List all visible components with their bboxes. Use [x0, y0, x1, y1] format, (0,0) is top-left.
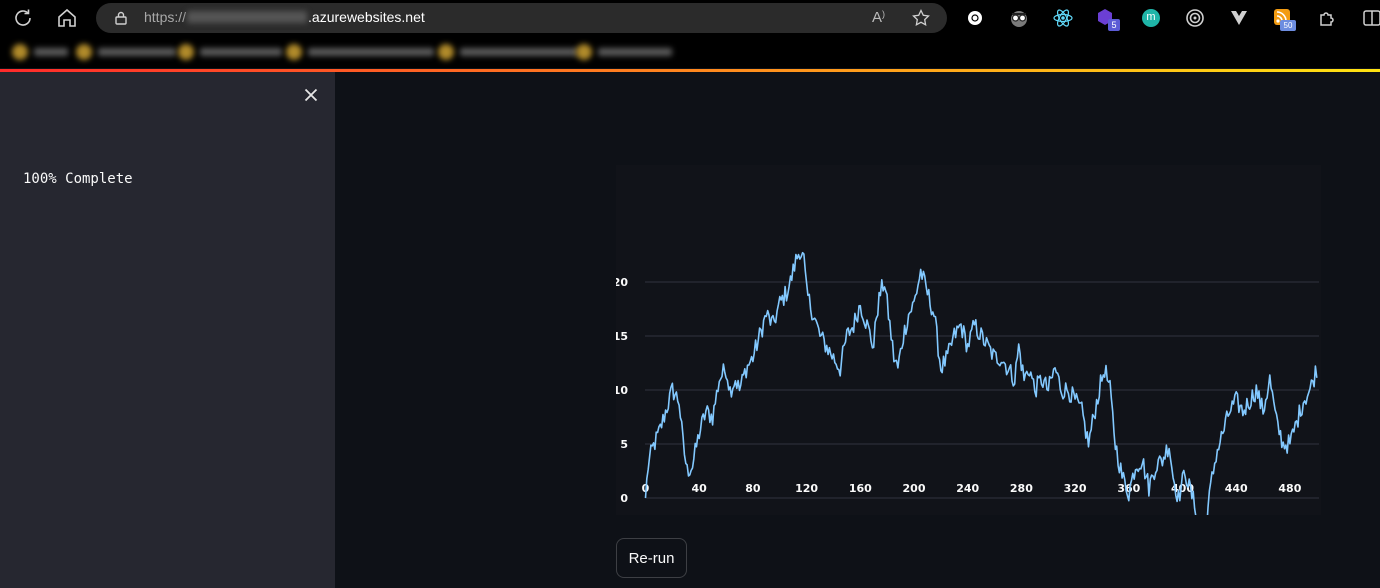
home-icon[interactable] [55, 6, 79, 30]
x-tick-label: 280 [1010, 482, 1033, 495]
progress-status-text: 100% Complete [23, 171, 133, 187]
favorite-star-icon[interactable] [912, 9, 930, 27]
bookmark-item[interactable] [576, 44, 672, 60]
extension-badge: 5 [1108, 19, 1120, 31]
x-tick-label: 200 [903, 482, 926, 495]
extension-rss-icon[interactable]: 50 [1272, 7, 1296, 31]
y-tick-label: 15 [616, 330, 628, 343]
browser-toolbar: https:// .azurewebsites.net A) 5 m 50 [0, 0, 1380, 36]
series-line [644, 251, 1318, 515]
x-tick-label: 120 [795, 482, 818, 495]
extension-m-label: m [1142, 9, 1160, 27]
read-aloud-label: A [872, 9, 883, 26]
lock-icon [115, 11, 127, 25]
header-decoration-bar [0, 69, 1380, 72]
url-domain: .azurewebsites.net [308, 9, 425, 25]
url-text[interactable]: https:// .azurewebsites.net [144, 9, 425, 25]
main-content: 0 5 10 15 20 0 40 80 120 160 200 240 280 320 360 400 440… [335, 72, 1380, 588]
bookmark-item[interactable] [12, 44, 68, 60]
extension-hexagon-icon[interactable]: 5 [1096, 7, 1120, 31]
extension-vue-icon[interactable] [1228, 7, 1250, 29]
url-redacted [187, 11, 308, 23]
read-aloud-icon[interactable]: A) [872, 9, 886, 26]
split-screen-icon[interactable] [1362, 7, 1380, 29]
y-tick-label: 10 [616, 384, 628, 397]
grid-layer [645, 281, 1319, 499]
x-tick-label: 240 [956, 482, 979, 495]
x-tick-label: 160 [849, 482, 872, 495]
bookmarks-bar [0, 36, 1380, 68]
y-tick-label: 20 [616, 276, 628, 289]
address-bar[interactable]: https:// .azurewebsites.net A) [96, 3, 947, 33]
x-tick-label: 40 [692, 482, 708, 495]
bookmark-item[interactable] [286, 44, 434, 60]
url-scheme: https:// [144, 9, 187, 25]
y-tick-label: 0 [620, 492, 628, 505]
extension-target-icon[interactable] [1184, 7, 1206, 29]
refresh-icon[interactable] [11, 6, 35, 30]
y-tick-label: 5 [620, 438, 628, 451]
x-tick-label: 360 [1117, 482, 1140, 495]
x-tick-label: 440 [1225, 482, 1248, 495]
extension-spy-icon[interactable] [1008, 7, 1030, 29]
extensions-puzzle-icon[interactable] [1316, 7, 1338, 29]
bookmark-item[interactable] [178, 44, 282, 60]
close-sidebar-button[interactable] [300, 84, 322, 106]
x-tick-label: 80 [745, 482, 761, 495]
rerun-button[interactable]: Re-run [616, 538, 687, 578]
extension-clock-icon[interactable] [964, 7, 986, 29]
extension-react-icon[interactable] [1052, 7, 1074, 29]
line-chart: 0 5 10 15 20 0 40 80 120 160 200 240 280 320 360 400 440… [616, 165, 1321, 515]
close-icon [304, 88, 318, 102]
bookmark-item[interactable] [438, 44, 578, 60]
extension-badge: 50 [1280, 20, 1296, 31]
extension-m-icon[interactable]: m [1140, 7, 1162, 29]
sidebar: 100% Complete [0, 72, 335, 588]
x-tick-label: 320 [1064, 482, 1087, 495]
x-tick-label: 480 [1278, 482, 1301, 495]
bookmark-item[interactable] [76, 44, 176, 60]
